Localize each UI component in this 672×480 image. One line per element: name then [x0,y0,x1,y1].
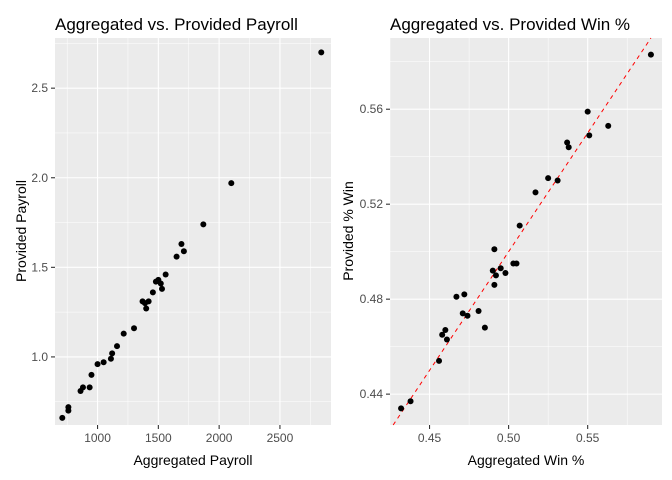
payroll-point [200,221,207,228]
payroll-point [180,248,187,255]
payroll-point [100,359,107,366]
win-pct-point [464,312,471,319]
win-pct-point [497,265,504,272]
payroll-gridlines [55,38,331,425]
win-pct-y-tick-label: 0.56 [360,102,384,116]
win-pct-chart-title: Aggregated vs. Provided Win % [390,15,630,34]
win-pct-identity-line [392,37,652,426]
payroll-point [59,414,66,421]
win-pct-point [586,132,593,139]
payroll-point [114,343,121,350]
win-pct-y-tick-label: 0.52 [360,197,384,211]
payroll-x-tick-label: 2000 [206,431,233,445]
win-pct-point [554,177,561,184]
payroll-points [59,49,325,421]
win-pct-point [605,122,612,129]
win-pct-point [532,189,539,196]
payroll-x-tick-label: 1500 [145,431,172,445]
payroll-y-ticks: 1.0 1.5 2.0 2.5 [31,81,55,364]
win-pct-point [481,324,488,331]
win-pct-y-tick-label: 0.48 [360,292,384,306]
payroll-point [88,371,95,378]
win-pct-point [513,260,520,267]
win-pct-x-axis-label: Aggregated Win % [468,452,585,468]
payroll-point [228,180,235,187]
win-pct-point [491,246,498,253]
win-pct-x-tick-label: 0.50 [497,431,521,445]
win-pct-point [545,175,552,182]
payroll-point [318,49,325,56]
win-pct-x-tick-label: 0.55 [576,431,600,445]
payroll-point [149,289,156,296]
payroll-x-axis-label: Aggregated Payroll [133,452,252,468]
payroll-x-tick-label: 2500 [267,431,294,445]
payroll-y-axis-label: Provided Payroll [13,180,29,282]
win-pct-point [407,398,414,405]
win-pct-points [398,51,654,412]
win-pct-point [516,222,523,229]
payroll-y-tick-label: 1.5 [31,260,48,274]
payroll-point [173,253,180,260]
win-pct-point [491,281,498,288]
payroll-point [109,350,116,357]
payroll-point [131,325,138,332]
win-pct-point [584,108,591,115]
payroll-point [65,404,72,411]
win-pct-point [436,357,443,364]
payroll-point [143,305,150,312]
win-pct-y-axis-label: Provided % Win [340,181,356,281]
win-pct-point [565,144,572,151]
win-pct-point [461,291,468,298]
win-pct-point [502,270,509,277]
payroll-x-tick-label: 1000 [84,431,111,445]
win-pct-point [443,336,450,343]
payroll-point [145,298,152,305]
payroll-point [79,384,86,391]
payroll-plot-background [55,38,331,425]
payroll-point [86,384,93,391]
win-pct-point [564,139,571,146]
win-pct-gridlines [389,38,662,425]
payroll-chart-title: Aggregated vs. Provided Payroll [55,15,298,34]
win-pct-point [475,308,482,315]
win-pct-x-tick-label: 0.45 [418,431,442,445]
win-pct-point [489,267,496,274]
win-pct-y-ticks: 0.44 0.48 0.52 0.56 [360,102,390,401]
win-pct-point [439,331,446,338]
payroll-point [178,241,185,248]
win-pct-y-tick-label: 0.44 [360,387,384,401]
win-pct-point [647,51,654,58]
win-pct-point [442,327,449,334]
win-pct-panel: Aggregated vs. Provided Win % 0.45 0.50 0.… [340,15,662,468]
win-pct-reference-line [392,37,652,426]
payroll-point [107,355,114,362]
payroll-point [94,361,101,368]
win-pct-point [398,405,405,412]
payroll-y-tick-label: 2.0 [31,171,48,185]
payroll-y-tick-label: 2.5 [31,81,48,95]
payroll-panel: Aggregated vs. Provided Payroll 1000 1500… [13,15,331,468]
payroll-x-ticks: 1000 1500 2000 2500 [84,425,294,445]
payroll-point [157,280,164,287]
payroll-point [162,271,169,278]
payroll-y-tick-label: 1.0 [31,350,48,364]
win-pct-plot-background [390,38,662,425]
payroll-point [158,285,165,292]
payroll-point [120,330,127,337]
win-pct-point [453,293,460,300]
win-pct-point [459,310,466,317]
win-pct-x-ticks: 0.45 0.50 0.55 [418,425,600,445]
win-pct-point [492,272,499,279]
